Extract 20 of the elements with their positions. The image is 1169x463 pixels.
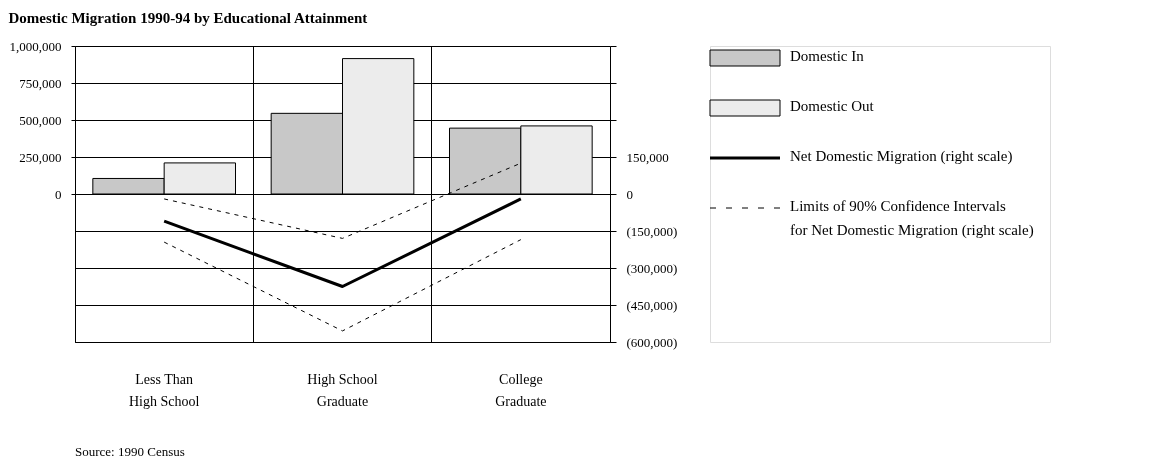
x-tick-label: College Graduate [495, 371, 547, 409]
y2-tick-label: 0 [626, 186, 633, 202]
y-tick-label: 0 [55, 186, 62, 202]
x-tick-label: High School Graduate [307, 371, 378, 409]
y-tick-label: 500,000 [19, 112, 62, 128]
legend-label: Limits of 90% Confidence Intervals for Net Domestic Migration (right scale) [790, 198, 1034, 239]
legend-label: Domestic In [790, 48, 865, 64]
y2-tick-label: (450,000) [626, 297, 678, 313]
y2-tick-label: (150,000) [626, 223, 678, 239]
y2-tick-label: (300,000) [626, 260, 678, 276]
source-note: Source: 1990 Census [75, 444, 185, 459]
y2-tick-label: 150,000 [626, 149, 669, 165]
legend-label: Domestic Out [790, 98, 875, 114]
y-tick-label: 1,000,000 [9, 38, 62, 54]
y-tick-label: 250,000 [19, 149, 62, 165]
chart-title: Domestic Migration 1990-94 by Educational Attainment [8, 9, 368, 26]
y-tick-label: 750,000 [19, 75, 62, 91]
y2-tick-label: (600,000) [626, 334, 678, 350]
legend-label: Net Domestic Migration (right scale) [790, 148, 1013, 165]
x-tick-label: Less Than High School [128, 371, 200, 409]
